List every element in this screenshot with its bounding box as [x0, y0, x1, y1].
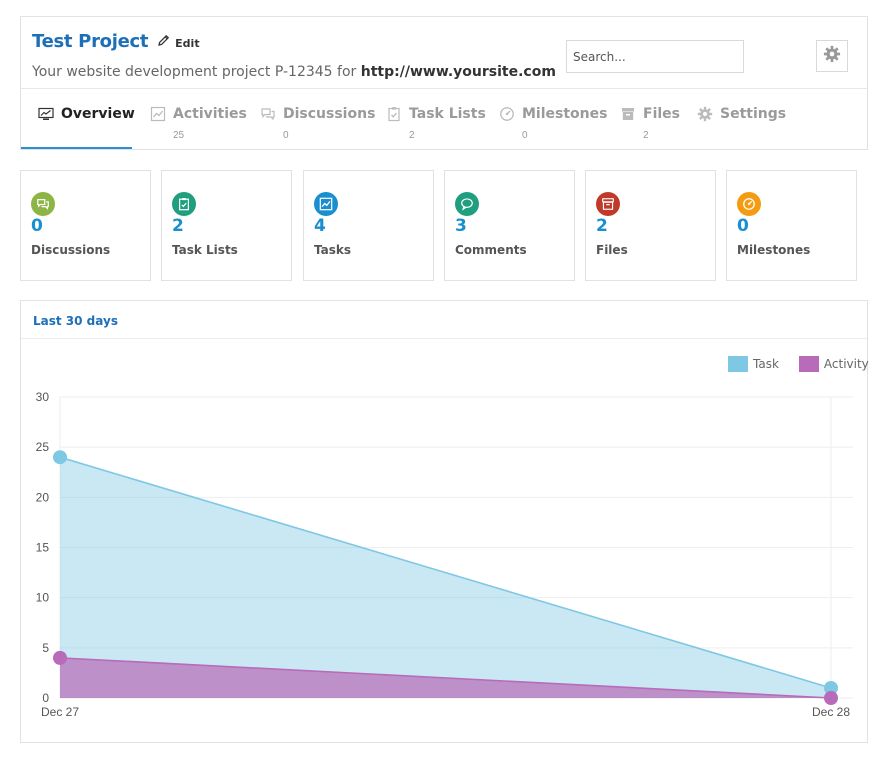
project-header: Test Project Edit Your website developme… [20, 16, 868, 150]
chart-legend: Task Activity [728, 356, 869, 372]
tab-label: Activities [173, 106, 247, 122]
title-row: Test Project Edit [32, 31, 200, 52]
series-line-activity [59, 657, 832, 699]
stat-label: Task Lists [172, 243, 238, 257]
y-tick-label: 0 [42, 691, 49, 705]
legend-label: Task [753, 357, 779, 371]
monitor-chart-icon [38, 106, 54, 122]
active-tab-underline [21, 147, 132, 149]
stat-value: 2 [172, 216, 184, 236]
search-input[interactable] [566, 40, 744, 73]
stat-value: 4 [314, 216, 326, 236]
area-chart: 0 5 10 15 20 25 30 Dec 27 Dec 28 [36, 390, 853, 719]
tab-count: 0 [522, 130, 528, 141]
stat-value: 0 [737, 216, 749, 236]
comment-bubble-icon [455, 192, 479, 216]
legend-item-task[interactable]: Task [728, 356, 779, 372]
stat-label: Files [596, 243, 628, 257]
stat-card-comments[interactable]: 3 Comments [444, 170, 575, 281]
settings-button[interactable] [816, 40, 848, 72]
clipboard-check-icon [172, 192, 196, 216]
stat-card-files[interactable]: 2 Files [585, 170, 716, 281]
tab-label: Task Lists [409, 106, 486, 122]
y-tick-label: 30 [36, 390, 50, 404]
series-line-task [59, 456, 832, 689]
project-description: Your website development project P-12345… [32, 64, 556, 80]
project-url[interactable]: http://www.yoursite.com [360, 64, 556, 80]
tab-label: Files [643, 106, 680, 122]
legend-label: Activity [823, 357, 869, 371]
description-text: Your website development project P-12345… [32, 64, 357, 80]
edit-link[interactable]: Edit [175, 37, 200, 50]
x-tick-label: Dec 28 [812, 705, 850, 719]
stat-value: 2 [596, 216, 608, 236]
chat-bubbles-icon [31, 192, 55, 216]
tab-count: 2 [643, 130, 649, 141]
archive-box-icon [620, 106, 636, 122]
stat-label: Milestones [737, 243, 811, 257]
data-point-activity [53, 650, 67, 665]
tabs-divider [21, 88, 867, 89]
y-tick-label: 10 [36, 591, 50, 605]
gear-icon [697, 106, 713, 122]
data-point-task [824, 680, 838, 695]
chart-panel: Last 30 days Task Activity 0 5 10 15 20 25 30 D… [20, 300, 869, 743]
tab-count: 2 [409, 130, 415, 141]
legend-item-activity[interactable]: Activity [798, 356, 869, 372]
stat-label: Comments [455, 243, 527, 257]
line-chart-icon [314, 192, 338, 216]
activity-chart-icon [150, 106, 166, 122]
stat-value: 0 [31, 216, 43, 236]
gauge-icon [737, 192, 761, 216]
y-tick-label: 5 [42, 641, 49, 655]
stat-card-task-lists[interactable]: 2 Task Lists [161, 170, 292, 281]
clipboard-check-icon [386, 106, 402, 122]
stat-card-discussions[interactable]: 0 Discussions [20, 170, 151, 281]
y-tick-label: 25 [36, 440, 50, 454]
tab-count: 0 [283, 130, 289, 141]
stat-card-tasks[interactable]: 4 Tasks [303, 170, 434, 281]
data-point-activity [824, 691, 838, 705]
chart-title: Last 30 days [33, 314, 118, 328]
tab-label: Overview [61, 106, 135, 122]
pencil-icon[interactable] [157, 34, 170, 47]
data-point-task [53, 450, 67, 465]
series-area-task [60, 457, 831, 698]
x-tick-label: Dec 27 [41, 705, 79, 719]
y-tick-label: 20 [36, 490, 50, 504]
gauge-icon [499, 106, 515, 122]
tab-label: Milestones [522, 106, 608, 122]
project-title[interactable]: Test Project [32, 31, 149, 52]
tab-label: Settings [720, 106, 787, 122]
tab-label: Discussions [283, 106, 376, 122]
legend-swatch [798, 356, 819, 372]
stat-label: Tasks [314, 243, 352, 257]
archive-box-icon [596, 192, 620, 216]
stat-label: Discussions [31, 243, 111, 257]
gear-icon [823, 45, 841, 68]
tab-count: 25 [173, 130, 185, 141]
project-tabs: Overview Activities 25 [21, 89, 867, 150]
y-tick-label: 15 [36, 541, 50, 555]
chat-bubbles-icon [260, 106, 276, 122]
stat-value: 3 [455, 216, 467, 236]
stat-card-milestones[interactable]: 0 Milestones [726, 170, 857, 281]
chart-header: Last 30 days [21, 301, 867, 339]
legend-swatch [728, 356, 748, 372]
